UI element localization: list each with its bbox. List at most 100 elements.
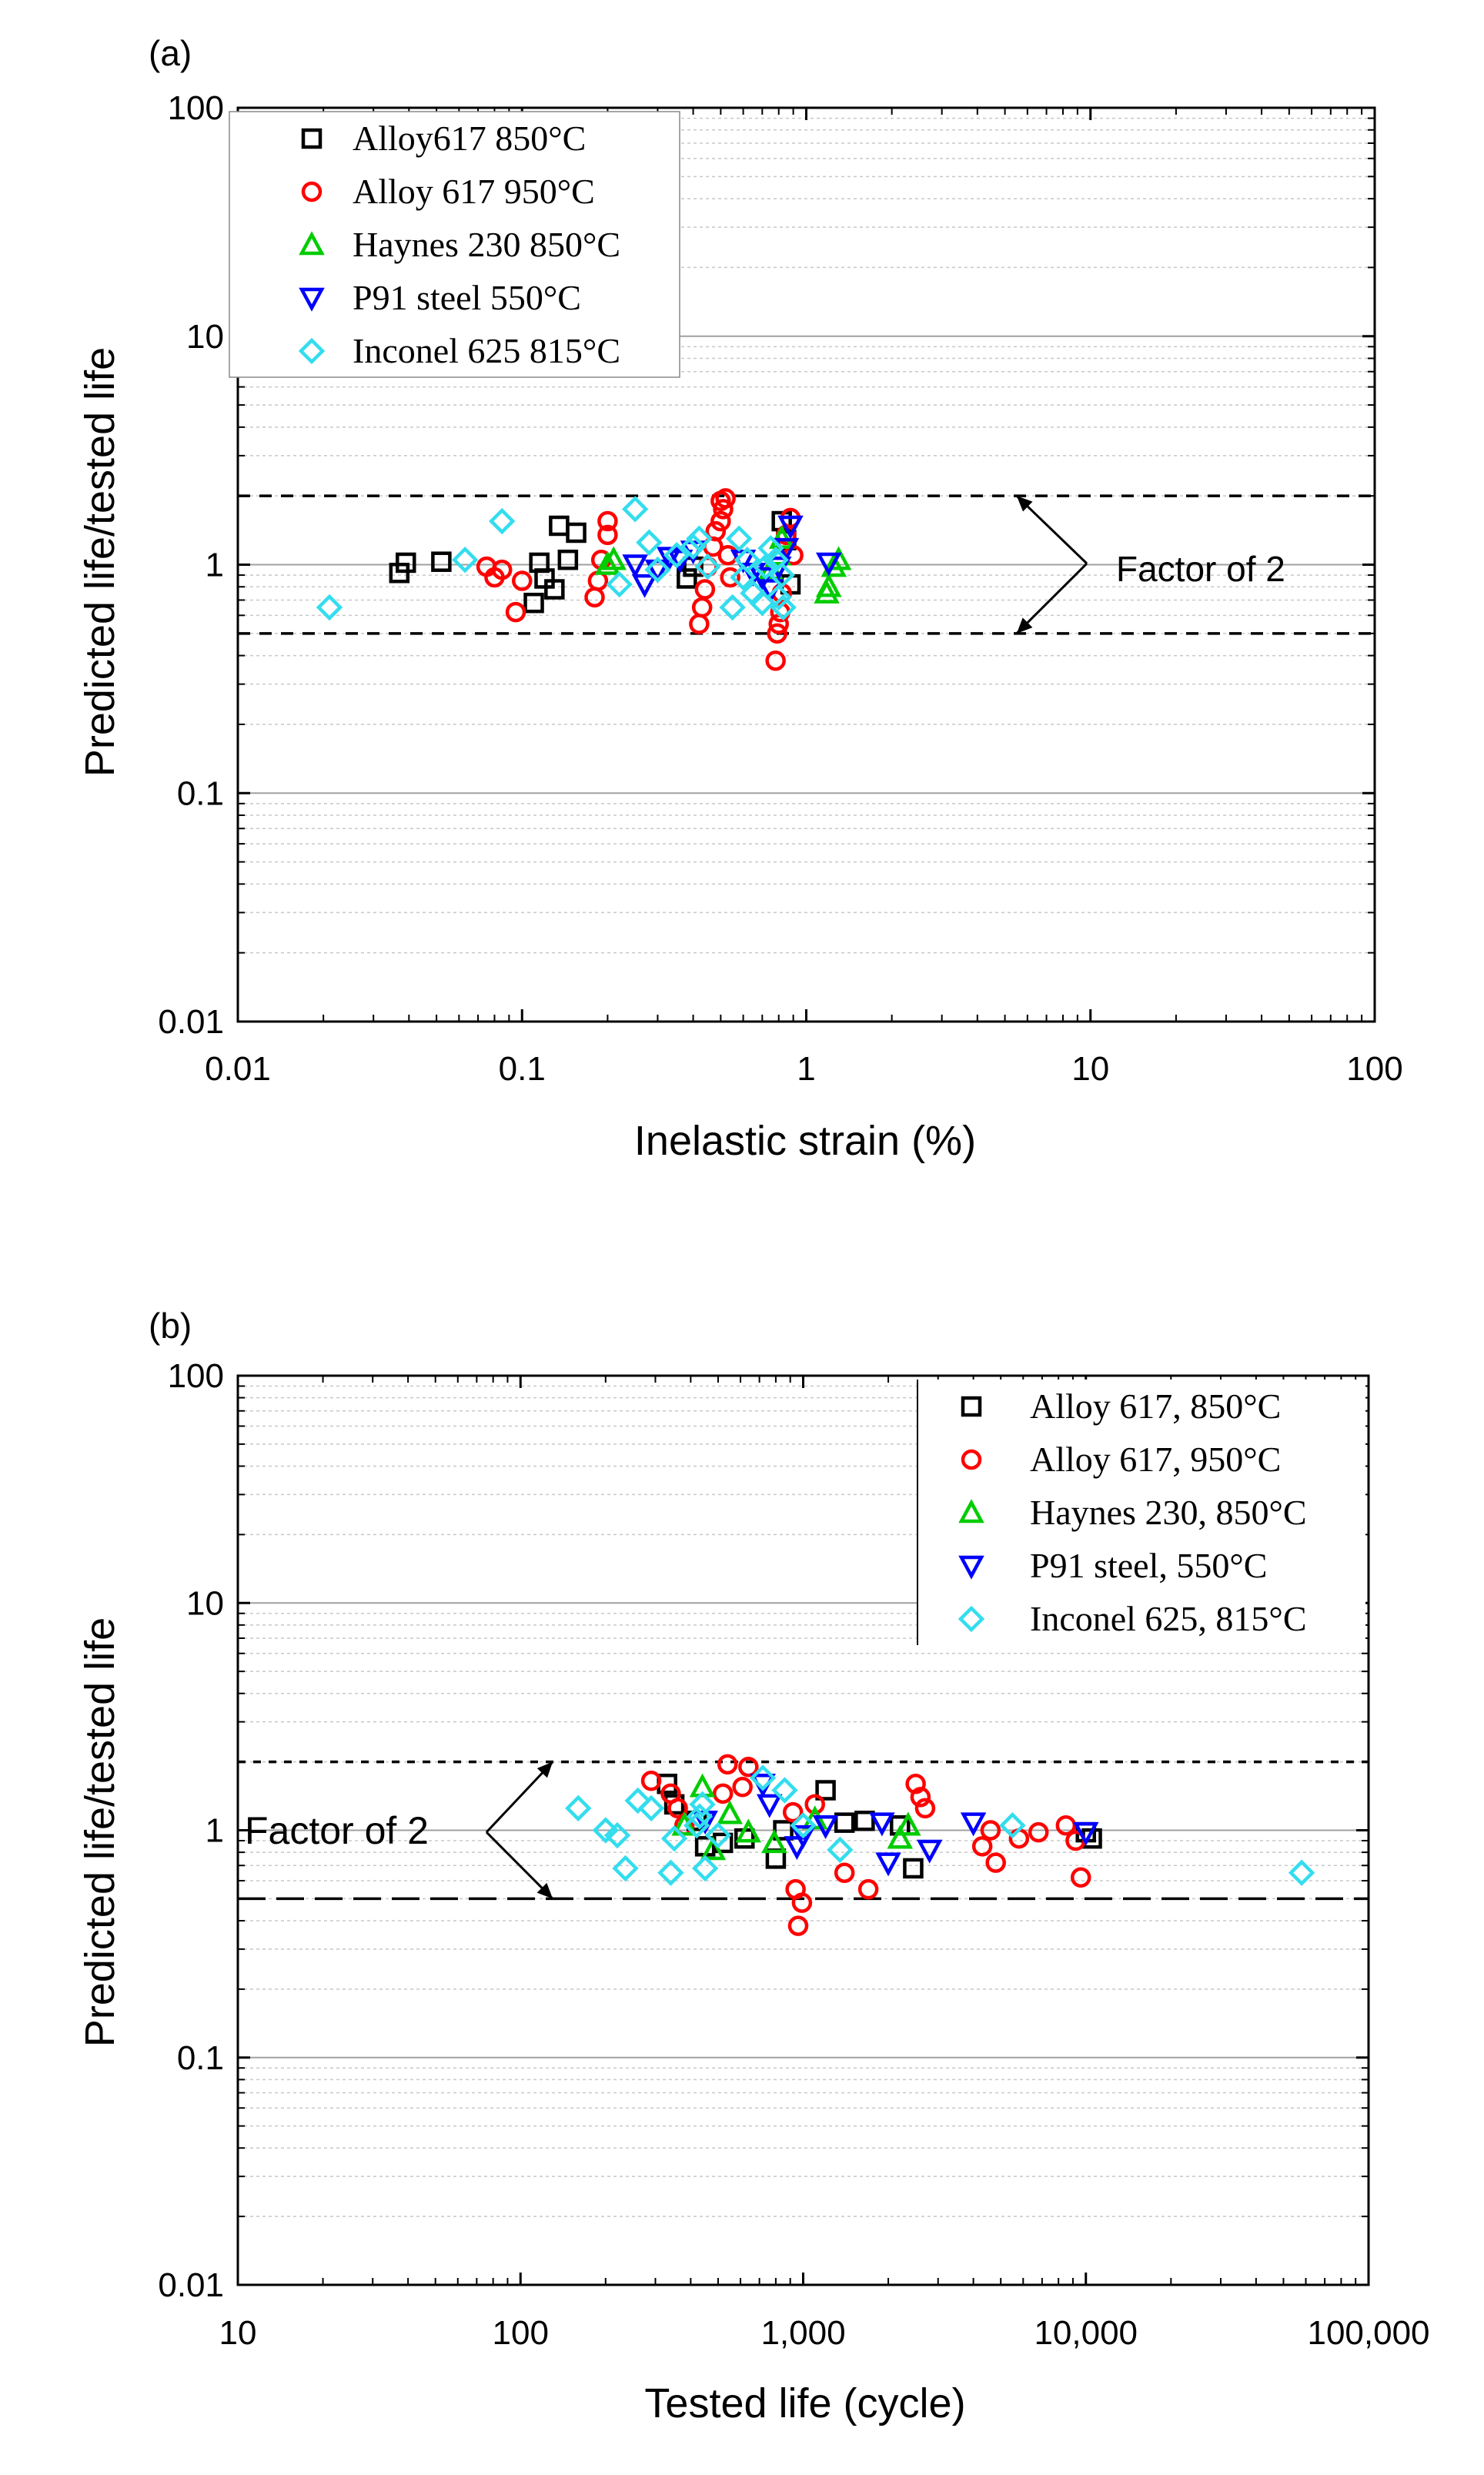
panel-a-data-points	[316, 488, 852, 671]
data-point-series-2	[491, 559, 513, 580]
data-point-series-3	[735, 1818, 762, 1843]
data-point-series-5	[663, 542, 690, 569]
data-point-series-5	[757, 534, 784, 562]
x-tick-label: 100,000	[1307, 2314, 1429, 2352]
data-point-series-5	[752, 553, 780, 580]
panel-b-factor-arrows	[485, 1761, 554, 1900]
panel-b-legend-box	[917, 1380, 1365, 1645]
data-point-series-5	[660, 1825, 688, 1852]
data-point-series-5	[771, 1777, 798, 1804]
legend-a-entry-4: P91 steel 550°C	[353, 278, 581, 317]
data-point-series-5	[770, 594, 797, 621]
y-tick-label: 10	[186, 318, 224, 356]
data-point-series-1	[854, 1811, 875, 1831]
y-tick-label: 100	[168, 89, 224, 127]
data-point-series-1	[903, 1858, 924, 1879]
data-point-series-2	[791, 1892, 813, 1913]
data-point-series-1	[396, 552, 416, 574]
data-point-series-1	[677, 568, 697, 589]
data-point-series-2	[710, 510, 731, 532]
data-point-series-2	[787, 1915, 809, 1936]
data-point-series-5	[657, 1859, 684, 1886]
data-point-series-5	[719, 594, 746, 621]
x-tick-label: 0.01	[205, 1050, 271, 1088]
panel-a-factor-annotation: Factor of 2	[1015, 495, 1285, 634]
data-point-series-3	[761, 1829, 787, 1854]
legend-marker-1	[961, 1396, 982, 1417]
data-point-series-2	[691, 597, 713, 618]
panel-b-ticks: 10 100 1,000 10,000 100,000 0.01 0.1 1 10 100	[158, 1357, 1429, 2352]
data-point-series-4	[960, 1812, 987, 1837]
panel-a-legend-markers	[298, 128, 326, 365]
data-point-series-2	[834, 1862, 855, 1883]
data-point-series-2	[713, 499, 734, 520]
data-point-series-5	[680, 533, 707, 560]
legend-a-entry-3: Haynes 230 850°C	[353, 225, 620, 264]
legend-marker-4	[299, 287, 325, 312]
data-point-series-5	[725, 525, 753, 552]
data-point-series-1	[523, 592, 544, 614]
legend-b-entry-1: Alloy 617, 850°C	[1030, 1386, 1281, 1426]
data-point-series-3	[671, 1811, 697, 1836]
data-point-series-5	[790, 1812, 817, 1839]
legend-marker-2	[961, 1449, 982, 1470]
data-point-series-1	[663, 1794, 685, 1815]
data-point-series-4	[622, 554, 648, 579]
data-point-series-2	[782, 1801, 804, 1823]
data-point-series-4	[756, 1794, 783, 1818]
data-point-series-2	[512, 570, 533, 591]
data-point-series-1	[834, 1812, 855, 1833]
panel-b-data-points	[565, 1754, 1315, 1936]
legend-marker-1	[301, 128, 323, 149]
data-point-series-2	[705, 520, 727, 542]
data-point-series-2	[804, 1794, 825, 1815]
data-point-series-4	[812, 1814, 839, 1839]
legend-marker-4	[958, 1555, 984, 1580]
panel-a-factor-lines	[238, 494, 1375, 635]
panel-b: (b) 10 100 1,000 10,000 100,000 0.01 0.1 1 10 100…	[77, 1306, 1430, 2427]
data-point-series-2	[914, 1798, 936, 1819]
data-point-series-2	[694, 579, 716, 600]
data-point-series-1	[566, 522, 587, 543]
panel-b-factor-lines	[238, 1760, 1369, 1901]
data-point-series-3	[717, 1800, 743, 1824]
data-point-series-5	[606, 570, 633, 598]
data-point-series-2	[980, 1820, 1001, 1841]
data-point-series-3	[815, 573, 842, 597]
data-point-series-5	[730, 564, 757, 591]
x-tick-label: 100	[1346, 1050, 1402, 1088]
data-point-series-2	[717, 1754, 738, 1775]
data-point-series-5	[622, 496, 649, 523]
data-point-series-2	[1008, 1828, 1030, 1849]
data-point-series-4	[916, 1839, 943, 1864]
data-point-series-5	[624, 1787, 651, 1814]
data-point-series-3	[825, 546, 852, 570]
data-point-series-1	[389, 562, 410, 584]
data-point-series-2	[1028, 1821, 1049, 1843]
panel-b-factor-annotation: Factor of 2	[245, 1761, 554, 1900]
factor-arrow-head	[536, 1882, 553, 1899]
y-tick-label: 10	[186, 1584, 224, 1622]
data-point-series-5	[765, 584, 792, 611]
data-point-series-5	[603, 1821, 631, 1849]
data-point-series-2	[584, 587, 605, 608]
data-point-series-3	[594, 550, 621, 575]
legend-marker-3	[299, 231, 325, 256]
data-point-series-5	[565, 1794, 592, 1822]
factor-arrow-line	[485, 1831, 554, 1900]
legend-b-entry-5: Inconel 625, 815°C	[1030, 1599, 1307, 1638]
factor-arrow-line	[1015, 562, 1088, 634]
data-point-series-5	[686, 525, 713, 552]
data-point-series-4	[790, 1824, 817, 1849]
data-point-series-2	[985, 1852, 1006, 1873]
x-tick-label: 0.1	[499, 1050, 546, 1088]
legend-marker-2	[301, 181, 323, 202]
data-point-series-5	[612, 1855, 639, 1882]
data-point-series-2	[720, 567, 740, 588]
legend-b-entry-3: Haynes 230, 850°C	[1030, 1493, 1307, 1532]
data-point-series-2	[689, 614, 710, 634]
panel-a-factor-label: Factor of 2	[1116, 549, 1285, 589]
data-point-series-2	[767, 623, 787, 644]
x-tick-label: 10	[1071, 1050, 1109, 1088]
